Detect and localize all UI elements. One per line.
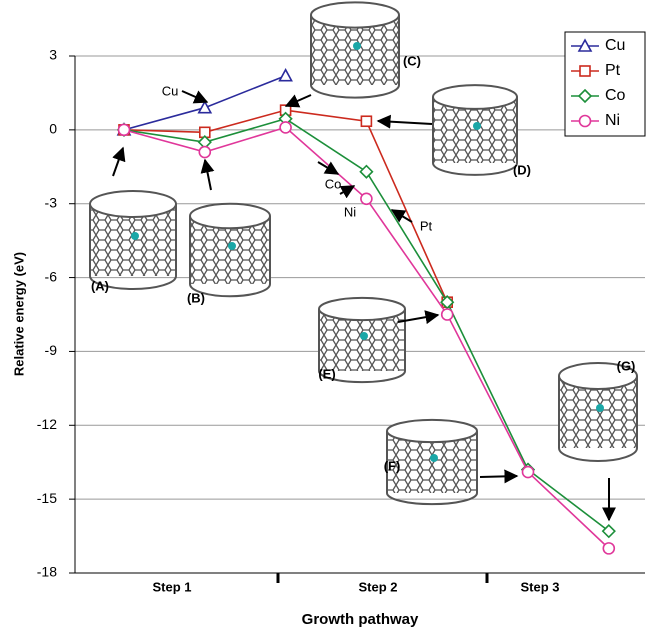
x-group-label: Step 3: [520, 579, 559, 594]
y-tick-label: -6: [45, 268, 58, 284]
marker: [601, 524, 616, 539]
legend-marker: [577, 88, 593, 104]
legend-label: Cu: [605, 37, 625, 54]
tube-edge: [386, 431, 478, 493]
nanotube: [89, 190, 177, 290]
legend-marker: [577, 38, 593, 52]
legend-box: [564, 31, 646, 137]
catalyst-atom: [131, 232, 139, 240]
marker: [440, 295, 455, 310]
legend-marker: [578, 114, 592, 128]
tube-bottom: [310, 84, 400, 99]
arrow: [317, 161, 340, 175]
catalyst-atom: [228, 242, 236, 250]
legend-label: Pt: [605, 62, 621, 79]
y-axis-title: Relative energy (eV): [11, 252, 26, 376]
tube-bottom: [558, 447, 638, 462]
catalyst-atom: [473, 122, 481, 130]
y-tick-label: -9: [45, 342, 58, 358]
arrow: [284, 94, 312, 108]
annotation: (A): [91, 278, 109, 293]
annotation: Ni: [344, 204, 356, 219]
catalyst-atom: [360, 332, 368, 340]
tube-edge: [89, 204, 177, 276]
arrow: [479, 469, 519, 484]
legend-label: Ni: [605, 112, 620, 129]
annotation: (F): [384, 458, 401, 473]
y-tick-label: 0: [49, 121, 57, 137]
arrow: [181, 90, 209, 104]
nanotube: [558, 362, 638, 462]
nanotube: [189, 202, 271, 298]
arrow: [390, 209, 413, 223]
tube-edge: [432, 97, 518, 163]
marker: [279, 121, 292, 134]
tube-rim: [432, 84, 518, 110]
nanotube: [386, 418, 478, 506]
legend-label: Co: [605, 87, 626, 104]
x-group-label: Step 2: [358, 579, 397, 594]
tube-bottom: [432, 162, 518, 176]
arrow: [397, 310, 440, 325]
y-tick-label: -12: [37, 416, 57, 432]
tube-edge: [318, 309, 406, 371]
nanotube: [310, 1, 400, 99]
arrow: [376, 114, 433, 129]
tube-rim: [189, 202, 271, 230]
annotation: (E): [318, 366, 335, 381]
marker: [198, 145, 212, 159]
catalyst-atom: [353, 42, 361, 50]
nanotube: [432, 84, 518, 176]
annotation: Pt: [420, 218, 433, 233]
arrow: [339, 185, 356, 199]
tube-rim: [89, 190, 177, 218]
catalyst-atom: [430, 454, 438, 462]
tube-edge: [558, 376, 638, 448]
arrow: [112, 146, 126, 177]
tube-bottom: [189, 283, 271, 298]
marker: [521, 465, 535, 479]
x-axis-title: Growth pathway: [302, 611, 419, 628]
marker: [278, 68, 293, 82]
tube-edge: [310, 15, 400, 85]
marker: [360, 115, 373, 128]
catalyst-atom: [596, 404, 604, 412]
annotation: Co: [325, 176, 342, 191]
y-tick-label: 3: [49, 47, 57, 63]
annotation: Cu: [162, 83, 179, 98]
marker: [117, 123, 131, 137]
annotation: (G): [617, 358, 636, 373]
marker: [359, 164, 374, 179]
marker: [440, 308, 454, 321]
tube-bottom: [318, 370, 406, 384]
tube-rim: [310, 1, 400, 29]
marker: [602, 542, 616, 555]
tube-rim: [386, 418, 478, 444]
tube-bottom: [386, 492, 478, 506]
arrow: [200, 158, 215, 191]
marker: [360, 192, 373, 206]
marker: [197, 100, 213, 114]
y-tick-label: -15: [37, 490, 57, 506]
nanotube: [318, 296, 406, 384]
tube-edge: [189, 216, 271, 284]
legend-marker: [579, 65, 591, 77]
annotation: (B): [187, 290, 205, 305]
annotation: (C): [403, 53, 421, 68]
tube-rim: [318, 296, 406, 322]
tube-bottom: [89, 275, 177, 290]
x-group-label: Step 1: [152, 579, 191, 594]
y-tick-label: -3: [45, 194, 58, 210]
y-tick-label: -18: [37, 564, 57, 580]
annotation: (D): [513, 162, 531, 177]
